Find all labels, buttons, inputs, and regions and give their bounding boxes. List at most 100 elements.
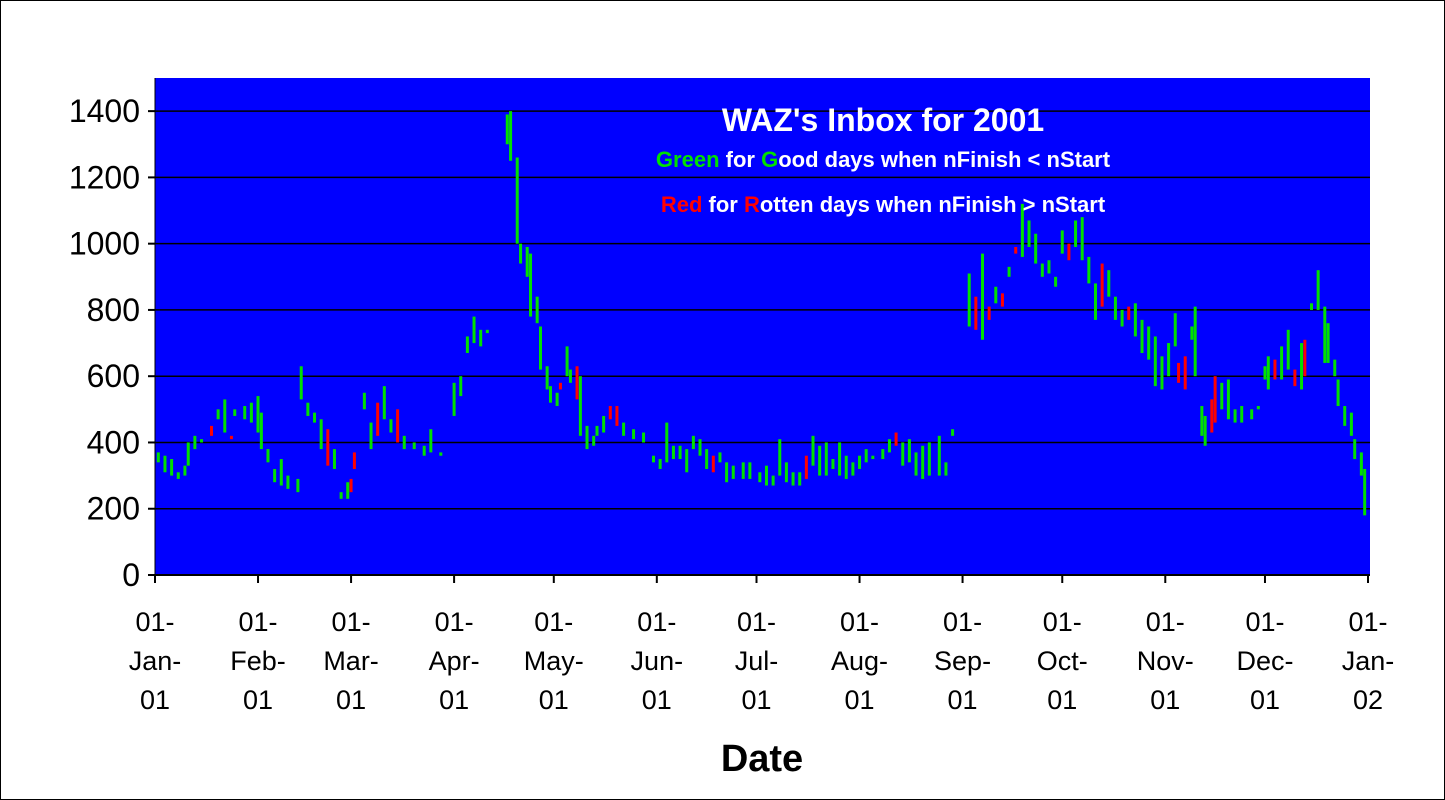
y-tick-label: 1200 [69, 159, 140, 195]
x-tick-label: 01 [1047, 685, 1077, 715]
green-day-bar [459, 376, 463, 397]
green-day-bar [887, 439, 891, 453]
green-day-bar [1343, 406, 1347, 426]
green-day-bar [525, 246, 529, 277]
green-day-bar [658, 459, 662, 469]
green-day-bar [871, 455, 875, 460]
red-day-bar [1127, 306, 1131, 320]
green-day-bar [279, 459, 283, 486]
green-day-bar [362, 392, 366, 410]
green-day-bar [741, 462, 745, 479]
x-tick-label: 01- [1245, 607, 1284, 637]
green-day-bar [1173, 313, 1177, 347]
x-tick-label: 01 [741, 685, 771, 715]
green-day-bar [705, 449, 709, 469]
red-day-bar [1183, 356, 1187, 390]
green-day-bar [1310, 303, 1314, 310]
green-day-bar [1286, 329, 1290, 370]
green-day-bar [1190, 326, 1194, 340]
green-day-bar [1040, 263, 1044, 277]
green-day-bar [439, 452, 443, 456]
green-day-bar [1316, 270, 1320, 310]
green-day-bar [176, 472, 180, 479]
y-tick-label: 0 [122, 557, 140, 593]
red-day-bar [575, 366, 579, 400]
subtitle-segment: otten days when nFinish > nStart [760, 192, 1106, 217]
green-day-bar [296, 478, 300, 493]
green-day-bar [651, 455, 655, 463]
green-day-bar [1323, 306, 1327, 363]
x-tick-label: 01- [943, 607, 982, 637]
green-day-bar [369, 422, 373, 450]
green-day-bar [1093, 283, 1097, 320]
x-tick-label: 01 [948, 685, 978, 715]
x-tick-label: May- [524, 646, 584, 676]
red-day-bar [1210, 399, 1214, 433]
green-day-bar [937, 435, 941, 476]
x-tick-label: 01 [439, 685, 469, 715]
green-day-bar [602, 415, 606, 433]
green-day-bar [1047, 260, 1051, 274]
x-tick-label: 01- [737, 607, 776, 637]
green-day-bar [186, 442, 190, 466]
green-day-bar [698, 439, 702, 456]
red-day-bar [1273, 359, 1277, 380]
green-day-bar [1133, 303, 1137, 337]
green-day-bar [1060, 230, 1064, 254]
green-day-bar [980, 253, 984, 340]
y-tick-label: 800 [87, 292, 140, 328]
green-day-bar [967, 273, 971, 327]
x-tick-label: 01- [435, 607, 474, 637]
x-tick-label: 01 [1150, 685, 1180, 715]
green-day-bar [1074, 220, 1078, 247]
green-day-bar [1250, 409, 1254, 420]
green-day-bar [223, 399, 227, 433]
x-tick-label: 01- [1043, 607, 1082, 637]
green-day-bar [539, 326, 543, 370]
subtitle-segment: G [761, 147, 778, 172]
x-tick-label: 01 [1250, 685, 1280, 715]
green-day-bar [1113, 296, 1117, 320]
x-tick-label: 01- [135, 607, 174, 637]
green-day-bar [156, 452, 160, 463]
red-day-bar [558, 382, 562, 390]
green-day-bar [665, 422, 669, 463]
green-day-bar [1027, 220, 1031, 247]
green-day-bar [691, 435, 695, 450]
bar-series [156, 111, 1367, 516]
green-day-bar [858, 455, 862, 469]
green-day-bar [1120, 309, 1124, 327]
green-day-bar [1326, 323, 1330, 363]
red-day-bar [1000, 293, 1004, 307]
green-day-bar [764, 465, 768, 486]
green-day-bar [243, 406, 247, 420]
red-day-bar [1213, 376, 1217, 423]
red-day-bar [396, 409, 400, 443]
green-day-bar [748, 462, 752, 479]
green-day-bar [881, 449, 885, 460]
green-day-bar [545, 366, 549, 390]
x-tick-label: 01- [840, 607, 879, 637]
green-day-bar [907, 439, 911, 463]
red-day-bar [1014, 246, 1018, 254]
green-day-bar [718, 452, 722, 463]
green-day-bar [921, 445, 925, 479]
red-day-bar [987, 306, 991, 320]
green-day-bar [818, 445, 822, 476]
subtitle-segment: for [702, 192, 744, 217]
red-day-bar [894, 432, 898, 446]
y-tick-label: 1400 [69, 93, 140, 129]
green-day-bar [592, 435, 596, 446]
green-day-bar [1107, 270, 1111, 297]
green-day-bar [200, 439, 204, 443]
green-day-bar [1349, 412, 1353, 436]
green-day-bar [791, 472, 795, 486]
x-tick-label: 01- [637, 607, 676, 637]
green-day-bar [286, 475, 290, 489]
green-day-bar [1256, 406, 1260, 410]
red-day-bar [974, 296, 978, 330]
green-day-bar [249, 402, 253, 423]
green-day-bar [313, 412, 317, 423]
plot-area [155, 78, 1370, 575]
x-tick-label: Nov- [1137, 646, 1194, 676]
